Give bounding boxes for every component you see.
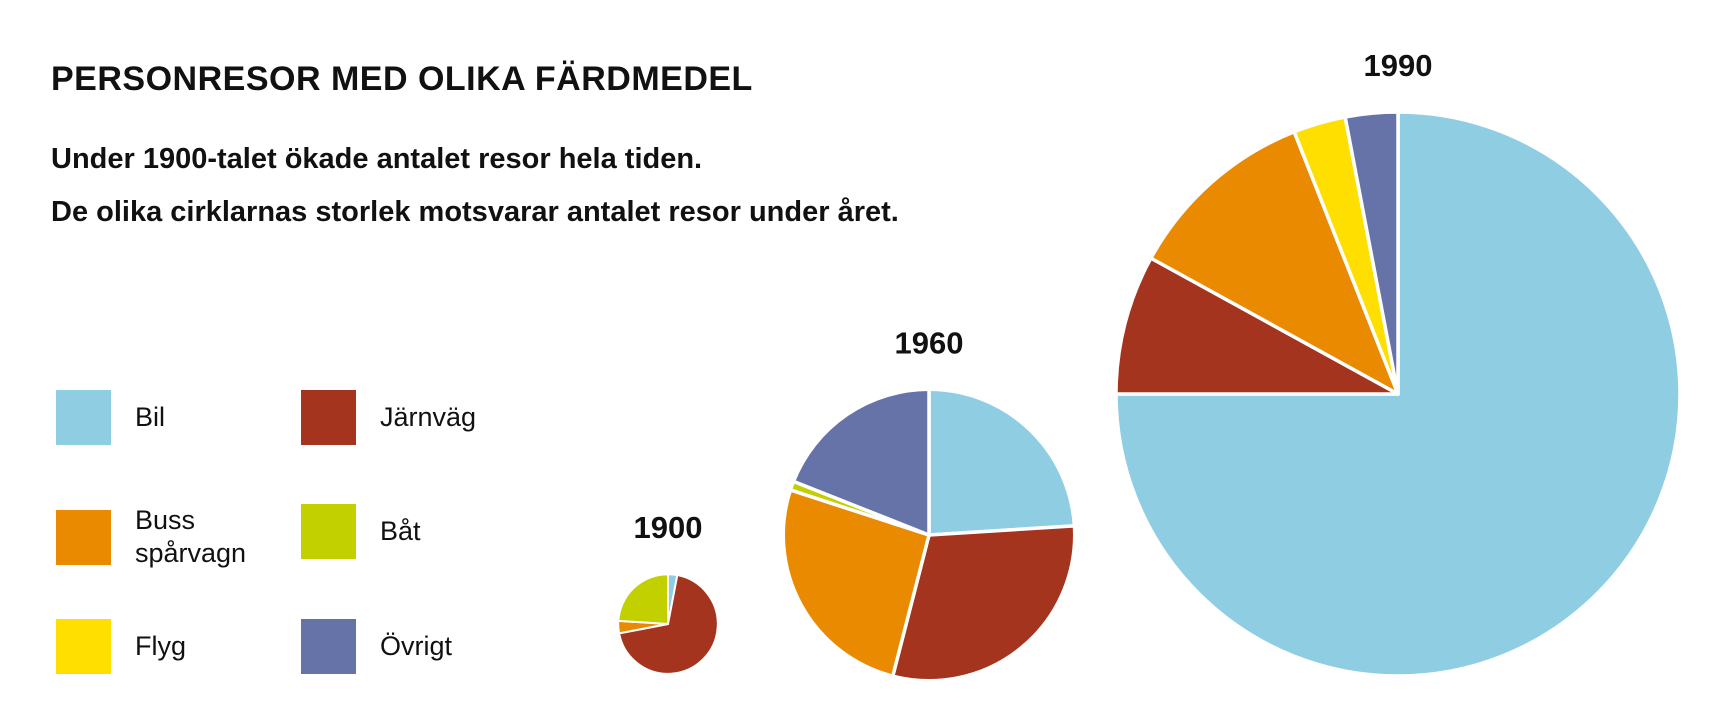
slice-1900-bat <box>617 573 669 625</box>
chart-title: PERSONRESOR MED OLIKA FÄRDMEDEL <box>51 60 753 98</box>
subtitle-line-2: De olika cirklarnas storlek motsvarar an… <box>51 196 899 228</box>
slice-1960-buss-sparvagn <box>781 488 931 678</box>
pie-1960: 1960 <box>781 325 1077 683</box>
slice-1990-bil <box>1114 110 1682 678</box>
pie-1900: 1900 <box>617 510 719 675</box>
slice-1990-ovrigt <box>1343 110 1400 396</box>
pie-1990: 1990 <box>1114 48 1682 678</box>
legend-swatch-jarnvag <box>301 390 356 445</box>
legend-item-bil: Bil <box>56 390 165 445</box>
legend-item-ovrigt: Övrigt <box>301 619 452 674</box>
slice-1960-ovrigt <box>791 387 931 537</box>
slice-1990-buss-sparvagn <box>1149 130 1400 396</box>
legend-label-ovrigt: Övrigt <box>380 631 453 661</box>
legend-label-bat: Båt <box>380 516 421 546</box>
legend-item-jarnvag: Järnväg <box>301 390 476 445</box>
legend-label-jarnvag: Järnväg <box>380 402 477 432</box>
legend-item-buss: Buss spårvagn <box>56 504 255 570</box>
legend-label-buss: Buss spårvagn <box>135 505 247 568</box>
legend-label-flyg: Flyg <box>135 631 187 661</box>
legend-item-bat: Båt <box>301 504 421 559</box>
pie-year-label-1990: 1990 <box>1364 48 1433 83</box>
legend-swatch-bat <box>301 504 356 559</box>
legend-swatch-ovrigt <box>301 619 356 674</box>
slice-1960-jarnvag <box>891 524 1077 683</box>
legend-swatch-buss <box>56 509 111 565</box>
legend-item-flyg: Flyg <box>56 619 186 674</box>
subtitle-line-1: Under 1900-talet ökade antalet resor hel… <box>51 143 703 175</box>
pie-year-label-1900: 1900 <box>634 510 703 545</box>
slice-1990-jarnvag <box>1114 256 1400 396</box>
legend-swatch-bil <box>56 390 111 445</box>
pie-year-label-1960: 1960 <box>895 325 964 360</box>
slice-1960-bil <box>927 387 1077 537</box>
legend-swatch-flyg <box>56 619 111 674</box>
legend-label-bil: Bil <box>135 402 166 432</box>
